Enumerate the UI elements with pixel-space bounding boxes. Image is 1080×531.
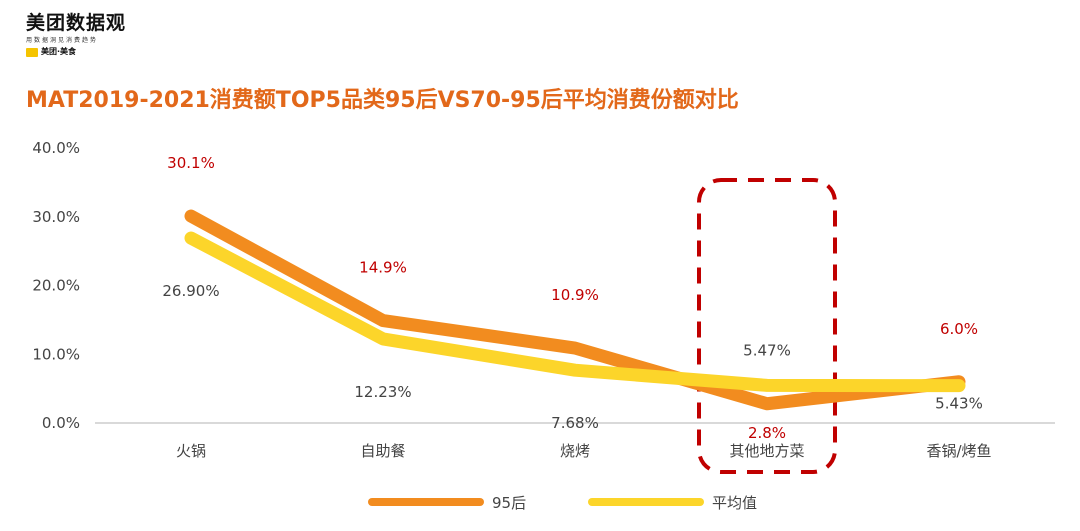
data-label-95: 30.1%: [167, 154, 215, 172]
y-tick-label: 40.0%: [32, 139, 80, 157]
y-axis: 40.0% 30.0% 20.0% 10.0% 0.0%: [32, 139, 80, 432]
x-tick-label: 自助餐: [360, 442, 405, 460]
logo-brand: 美团·美食: [26, 47, 156, 57]
highlight-dashed-box: [697, 178, 837, 474]
x-axis: 火锅 自助餐 烧烤 其他地方菜 香锅/烤鱼: [95, 422, 1055, 460]
logo-brand-text: 美团·美食: [41, 47, 77, 56]
data-label-95: 10.9%: [551, 286, 599, 304]
x-tick-label: 香锅/烤鱼: [926, 442, 991, 460]
highlight-box: [697, 178, 837, 474]
legend: 95后 平均值: [368, 494, 757, 512]
y-tick-label: 20.0%: [32, 277, 80, 295]
legend-label: 平均值: [712, 494, 757, 512]
meituan-logo: 美团数据观 用数据洞见消费趋势 美团·美食: [26, 12, 156, 62]
data-label-95: 2.8%: [748, 424, 786, 442]
x-tick-label: 烧烤: [560, 442, 590, 460]
series-line-0: [184, 209, 966, 411]
x-tick-label: 其他地方菜: [729, 442, 804, 460]
chart-title: MAT2019-2021消费额TOP5品类95后VS70-95后平均消费份额对比: [26, 88, 739, 113]
x-tick-label: 火锅: [176, 442, 206, 460]
y-tick-label: 30.0%: [32, 208, 80, 226]
series-lines: [184, 209, 966, 411]
data-label-average: 26.90%: [162, 282, 219, 300]
y-tick-label: 10.0%: [32, 345, 80, 363]
data-label-95: 14.9%: [359, 259, 407, 277]
y-tick-label: 0.0%: [42, 414, 80, 432]
data-label-95: 6.0%: [940, 320, 978, 338]
data-labels: 30.1% 14.9% 10.9% 2.8% 6.0% 26.90% 12.23% 7.68%…: [162, 154, 982, 442]
series-line-1: [184, 231, 966, 393]
data-label-average: 12.23%: [354, 383, 411, 401]
logo-name: 美团数据观: [26, 12, 127, 34]
data-label-average: 7.68%: [551, 414, 599, 432]
logo-badge-icon: [26, 47, 38, 57]
data-label-average: 5.47%: [743, 341, 791, 359]
legend-label: 95后: [492, 494, 526, 512]
data-label-average: 5.43%: [935, 395, 983, 413]
logo-slogan: 用数据洞见消费趋势: [26, 37, 99, 44]
